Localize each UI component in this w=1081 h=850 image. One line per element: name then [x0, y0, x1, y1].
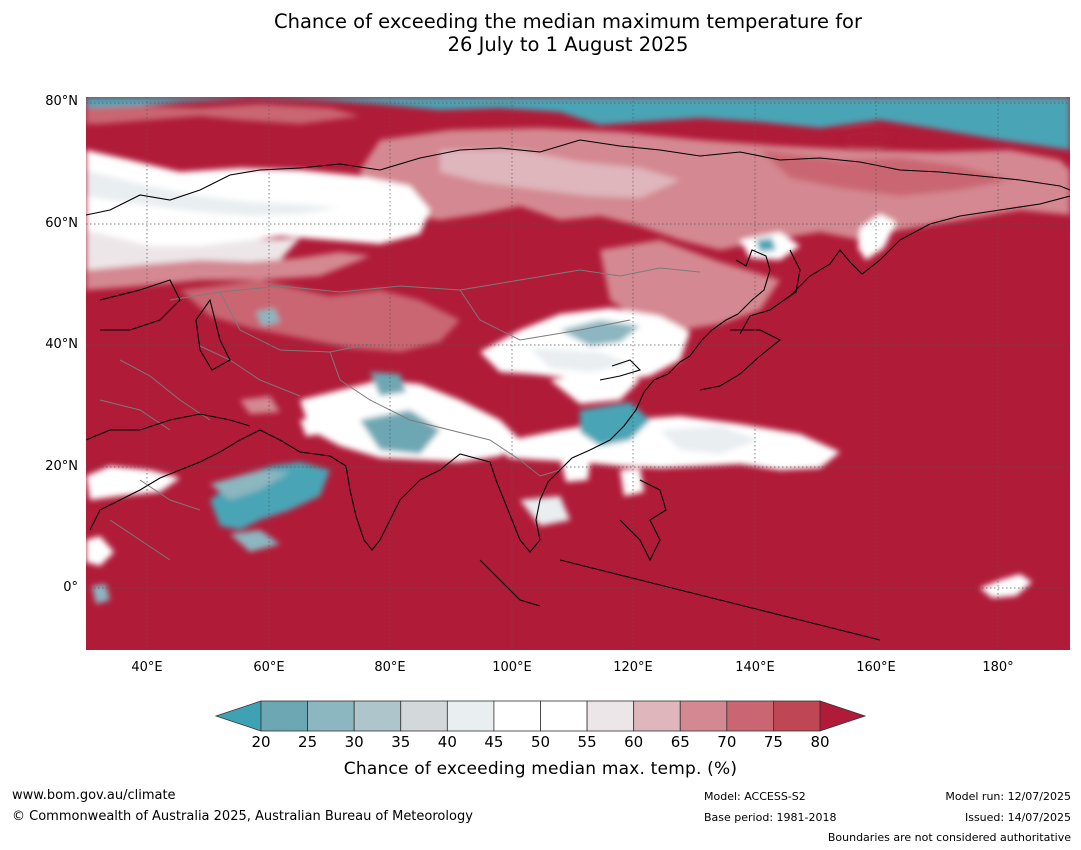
lon-label-40e: 40°E	[131, 660, 163, 675]
colorbar-cell	[586, 700, 635, 732]
colorbar-cell	[353, 700, 402, 732]
colorbar-tick-label: 80	[810, 733, 830, 751]
colorbar-cell	[493, 700, 541, 732]
colorbar-cell	[633, 700, 681, 732]
colorbar-tick-label: 65	[670, 733, 690, 751]
colorbar-tick-label: 75	[763, 733, 783, 751]
lat-label-40n: 40°N	[45, 337, 78, 352]
graticule	[86, 97, 1070, 650]
colorbar-under-extension	[214, 700, 262, 732]
lon-label-180: 180°	[982, 660, 1014, 675]
probability-field	[86, 97, 1070, 650]
colorbar-cells	[260, 700, 821, 732]
boundaries-disclaimer: Boundaries are not considered authoritat…	[827, 831, 1071, 844]
colorbar-tick-label: 55	[577, 733, 597, 751]
website-link[interactable]: www.bom.gov.au/climate	[12, 788, 176, 803]
lon-label-100e: 100°E	[492, 660, 532, 675]
colorbar-tick-label: 25	[298, 733, 318, 751]
arctic-teal-band	[86, 97, 1070, 150]
lat-label-20n: 20°N	[45, 459, 78, 474]
lon-label-80e: 80°E	[374, 660, 406, 675]
map-title-line2: 26 July to 1 August 2025	[447, 33, 689, 56]
lon-label-160e: 160°E	[856, 660, 896, 675]
colorbar-over-extension	[819, 700, 867, 732]
colorbar-title: Chance of exceeding median max. temp. (%…	[343, 759, 738, 779]
colorbar-tick-label: 70	[717, 733, 737, 751]
colorbar-cell	[400, 700, 448, 732]
lat-label-60n: 60°N	[45, 216, 78, 231]
colorbar-cell	[260, 700, 308, 732]
colorbar-tick-label: 50	[530, 733, 551, 751]
colorbar-tick-label: 30	[344, 733, 364, 751]
lat-label-80n: 80°N	[45, 94, 78, 109]
copyright-text: © Commonwealth of Australia 2025, Austra…	[12, 809, 473, 824]
lat-label-equator: 0°	[63, 580, 78, 595]
map-title-line1: Chance of exceeding the median maximum t…	[273, 10, 863, 33]
colorbar-tick-label: 20	[251, 733, 271, 751]
colorbar-tick-label: 45	[484, 733, 504, 751]
colorbar-cell	[773, 700, 821, 732]
lon-label-120e: 120°E	[613, 660, 653, 675]
colorbar-tick-label: 60	[624, 733, 644, 751]
issued-date: Issued: 14/07/2025	[964, 811, 1071, 824]
colorbar-cell	[446, 700, 495, 732]
colorbar-cell	[307, 700, 355, 732]
colorbar	[214, 700, 867, 732]
colorbar-tick-label: 35	[391, 733, 411, 751]
colorbar-cell	[540, 700, 588, 732]
coastlines	[86, 139, 1070, 641]
base-period: Base period: 1981-2018	[704, 811, 837, 824]
colorbar-cell	[679, 700, 728, 732]
model-run-date: Model run: 12/07/2025	[945, 790, 1071, 803]
colorbar-tick-label: 40	[437, 733, 457, 751]
lon-label-140e: 140°E	[735, 660, 775, 675]
colorbar-cell	[726, 700, 774, 732]
model-name: Model: ACCESS-S2	[704, 790, 806, 803]
lon-label-60e: 60°E	[253, 660, 285, 675]
